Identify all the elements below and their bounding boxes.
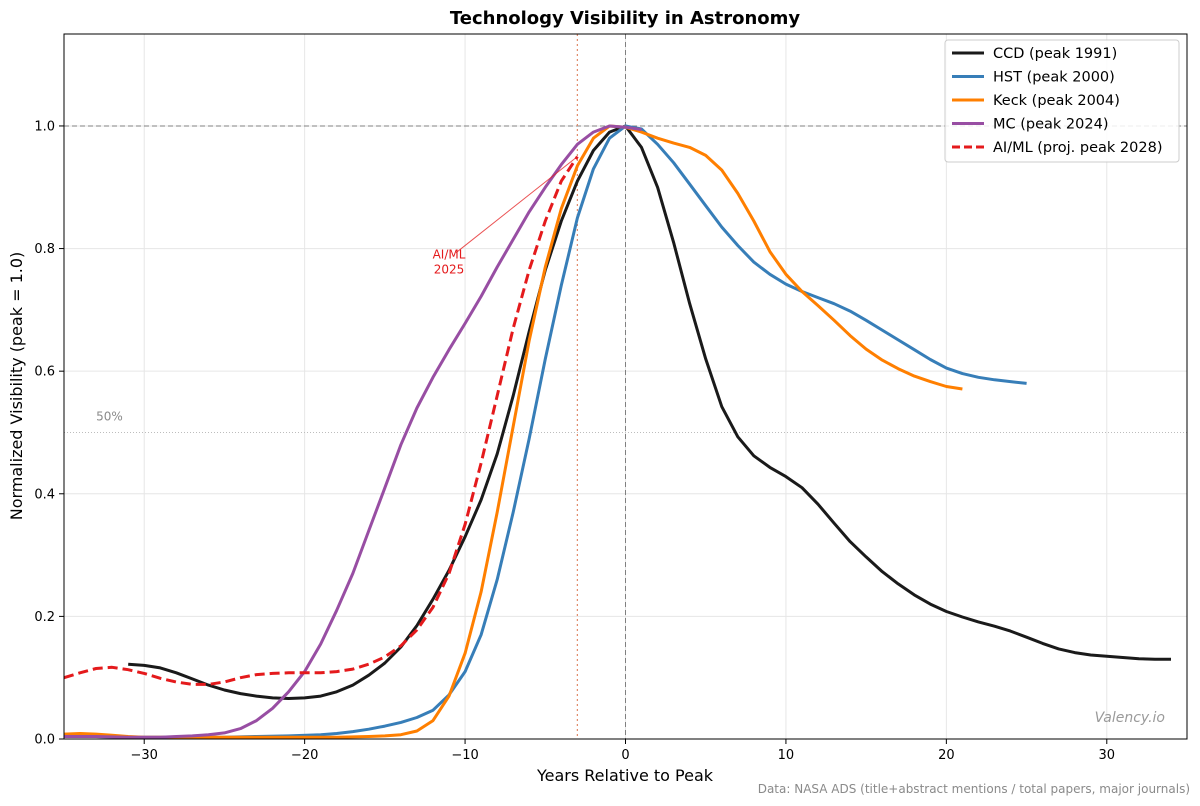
half-reference-label: 50% (96, 409, 123, 423)
x-tick-label: −20 (291, 748, 318, 763)
series-line-0 (128, 124, 1171, 700)
x-tick-label: 0 (621, 748, 629, 763)
y-axis-label: Normalized Visibility (peak = 1.0) (7, 252, 26, 521)
x-tick-label: −10 (451, 748, 478, 763)
y-ticks: 0.0 0.2 0.4 0.6 0.8 1.0 (34, 119, 64, 748)
x-tick-label: 30 (1099, 748, 1116, 763)
x-tick-label: 20 (938, 748, 955, 763)
y-tick-label: 0.4 (34, 487, 55, 502)
y-tick-label: 0.8 (34, 242, 55, 257)
annotation-arrow (455, 156, 578, 254)
legend-label-3: MC (peak 2024) (993, 117, 1108, 133)
watermark: Valency.io (1095, 710, 1165, 726)
annotation-label-1: AI/ML (433, 248, 466, 262)
legend-label-0: CCD (peak 1991) (993, 46, 1117, 62)
annotation-label-2: 2025 (434, 263, 465, 277)
series-line-3 (64, 124, 642, 739)
legend-label-2: Keck (peak 2004) (993, 93, 1120, 109)
series-line-2 (64, 124, 963, 739)
x-tick-label: 10 (778, 748, 795, 763)
data-source-note: Data: NASA ADS (title+abstract mentions … (758, 782, 1190, 796)
x-axis-label: Years Relative to Peak (536, 766, 714, 785)
y-tick-label: 0.6 (34, 365, 55, 380)
chart-title: Technology Visibility in Astronomy (450, 8, 801, 29)
y-tick-label: 0.2 (34, 610, 55, 625)
x-ticks: −30 −20 −10 0 10 20 30 (130, 739, 1115, 763)
series-lines (64, 124, 1171, 739)
x-tick-label: −30 (130, 748, 157, 763)
y-tick-label: 1.0 (34, 119, 55, 134)
legend-label-1: HST (peak 2000) (993, 70, 1115, 86)
legend: CCD (peak 1991) HST (peak 2000) Keck (peak… (944, 39, 1180, 163)
series-line-4 (64, 155, 579, 686)
series-line-1 (64, 124, 1027, 739)
legend-box (944, 39, 1180, 163)
y-tick-label: 0.0 (34, 733, 55, 748)
legend-label-4: AI/ML (proj. peak 2028) (993, 140, 1162, 156)
